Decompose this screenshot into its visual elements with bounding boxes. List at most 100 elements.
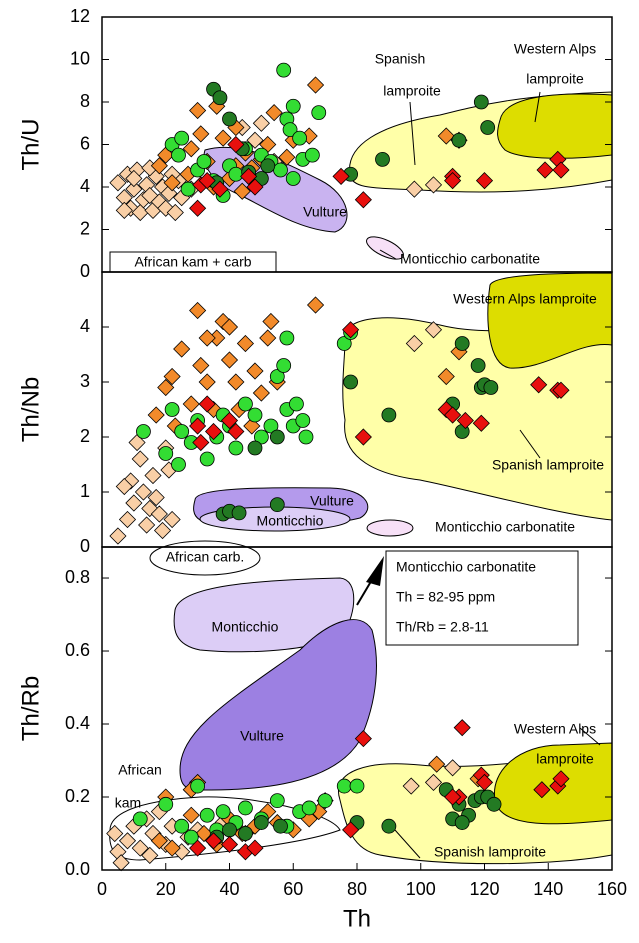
point [214,129,232,147]
x-axis-label: Th [343,905,371,932]
point [276,62,292,78]
info-box [385,550,579,646]
point [332,167,350,185]
annotation: African [118,762,162,778]
annotation: lamproite [526,71,584,87]
point [109,174,127,192]
point [437,127,455,145]
point [189,199,207,217]
carbonatite-field [366,236,404,260]
x-tick-label: 80 [347,879,367,899]
point [375,151,390,167]
point [552,770,570,788]
point [198,373,216,391]
annotation: Western Alps [514,721,596,737]
point [196,154,212,169]
point [246,362,264,380]
point [552,161,570,179]
point [486,796,502,812]
point [424,773,443,791]
y-tick-label: 2 [80,218,90,238]
x-tick-label: 140 [533,879,563,899]
point [253,815,269,830]
point [304,147,320,163]
point [150,505,168,523]
point [451,132,467,148]
point [306,296,325,314]
point [292,130,308,146]
point [134,483,153,501]
point [215,804,231,820]
annotation: lamproite [536,751,594,767]
point [437,367,455,386]
point [343,374,359,390]
annotation: Spanish [375,51,426,67]
alps-field [487,272,613,369]
annotation: Vulture [240,728,284,744]
point [192,433,210,452]
point [276,358,292,373]
point [246,178,264,196]
point [227,135,245,154]
point [354,191,372,209]
y-tick-label: 0.4 [65,713,90,733]
point [252,384,270,402]
point [118,510,137,529]
y-tick-label: 0.8 [65,567,90,587]
point [220,351,239,369]
labels: Vulture Monticchio carbonatite Spanish l… [109,41,604,860]
point [199,451,215,467]
y-tick-label: 0.6 [65,640,90,660]
y-axis-label: Th/U [17,118,44,170]
point [444,172,462,190]
point [115,477,133,496]
point [536,161,554,179]
point [240,167,258,185]
annotation: Spanish lamproite [492,457,604,473]
x-tick-label: 100 [406,879,436,899]
y-tick-label: 0.0 [65,859,90,879]
point [247,407,263,423]
point [298,429,314,445]
point [473,94,489,110]
point [273,818,288,834]
point [163,510,181,529]
point [125,180,143,198]
axes: 024681012Th/U01234Th/Nb0.00.20.40.60.8Th… [17,6,627,933]
y-tick-label: 3 [80,371,90,391]
point [227,422,245,441]
point [220,835,239,854]
point [198,172,216,190]
point [195,824,213,843]
alps-field [497,93,613,159]
point [454,336,470,351]
x-tick-label: 0 [97,879,107,899]
fields [109,91,613,865]
arrow-shaft [356,577,374,606]
carbonatite-field [366,519,414,537]
point [354,428,372,446]
point [183,829,199,845]
point [285,171,301,186]
point [269,429,285,445]
point [220,411,239,430]
point [470,358,486,373]
annotation: Monticchio carbonatite [400,251,540,267]
point [262,312,280,331]
y-tick-label: 1 [80,481,90,501]
annotation: Vulture [303,204,347,220]
y-tick-label: 12 [70,6,90,26]
point [153,521,172,540]
point [246,839,264,857]
y-tick-label: 0.2 [65,786,90,806]
point [171,457,186,472]
point [182,395,200,413]
point [144,466,162,485]
point [252,114,270,132]
annotation: Spanish lamproite [434,844,546,860]
point [354,730,372,748]
point [174,818,190,834]
point [381,818,397,834]
point [269,497,285,513]
